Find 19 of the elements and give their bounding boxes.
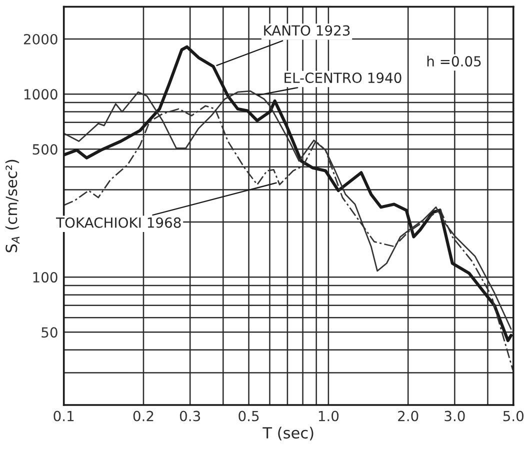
y-axis-title: S$_{A}$ (cm/sec²): [5, 160, 20, 252]
annotation: EL-CENTRO 1940: [284, 72, 402, 84]
annotation: TOKACHIOKI 1968: [56, 217, 181, 228]
x-tick-label: 5.0: [503, 410, 524, 422]
x-tick-label: 0.3: [180, 410, 200, 422]
x-tick-label: 1.0: [318, 410, 339, 422]
x-tick-label: 0.2: [133, 410, 154, 422]
x-tick-label: 3.0: [444, 410, 465, 422]
y-tick-label: 1000: [24, 89, 58, 100]
y-tick-label: 500: [32, 144, 58, 155]
y-tick-label: 100: [33, 272, 58, 283]
x-tick-label: 0.1: [54, 410, 74, 422]
annotation: KANTO 1923: [264, 25, 350, 36]
x-axis-title: T (sec): [262, 426, 314, 440]
y-tick-label: 2000: [24, 34, 58, 44]
x-tick-label: 0.5: [238, 410, 259, 422]
x-tick-label: 2.0: [398, 410, 418, 422]
y-tick-label: 50: [42, 327, 58, 338]
annotation: h =0.05: [427, 56, 481, 67]
